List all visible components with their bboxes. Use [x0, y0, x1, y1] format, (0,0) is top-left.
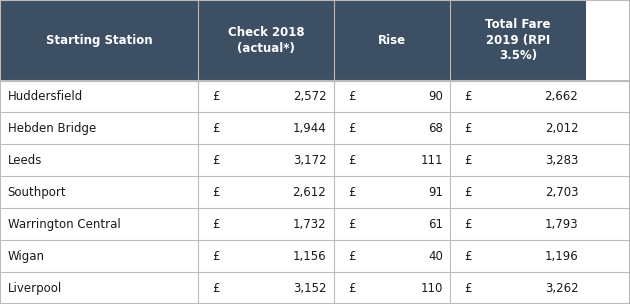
Bar: [0, 176, 198, 208]
Text: Starting Station: Starting Station: [46, 34, 152, 47]
Bar: [450, 81, 586, 112]
Bar: [0, 81, 198, 112]
Text: 3,283: 3,283: [545, 154, 578, 167]
Text: £: £: [348, 218, 355, 231]
Bar: [0, 208, 198, 240]
Bar: [198, 272, 334, 304]
Text: 91: 91: [428, 186, 443, 199]
Text: Huddersfield: Huddersfield: [8, 90, 83, 103]
Text: Liverpool: Liverpool: [8, 282, 62, 295]
Bar: [198, 0, 334, 81]
Bar: [198, 176, 334, 208]
Text: 1,196: 1,196: [544, 250, 578, 263]
Text: £: £: [348, 282, 355, 295]
Text: Wigan: Wigan: [8, 250, 45, 263]
Bar: [334, 81, 450, 112]
Text: 40: 40: [428, 250, 443, 263]
Bar: [334, 208, 450, 240]
Text: Hebden Bridge: Hebden Bridge: [8, 122, 96, 135]
Text: 68: 68: [428, 122, 443, 135]
Bar: [334, 176, 450, 208]
Text: £: £: [348, 250, 355, 263]
Bar: [450, 176, 586, 208]
Bar: [450, 112, 586, 144]
Text: £: £: [348, 186, 355, 199]
Bar: [0, 144, 198, 176]
Text: Rise: Rise: [378, 34, 406, 47]
Bar: [450, 240, 586, 272]
Text: 2,703: 2,703: [545, 186, 578, 199]
Text: 3,152: 3,152: [293, 282, 326, 295]
Text: 2,612: 2,612: [292, 186, 326, 199]
Text: 3,262: 3,262: [545, 282, 578, 295]
Text: £: £: [464, 282, 472, 295]
Text: £: £: [464, 250, 472, 263]
Bar: [198, 240, 334, 272]
Bar: [450, 0, 586, 81]
Text: £: £: [212, 218, 220, 231]
Text: £: £: [464, 154, 472, 167]
Text: 2,662: 2,662: [544, 90, 578, 103]
Text: 2,012: 2,012: [545, 122, 578, 135]
Bar: [334, 112, 450, 144]
Text: £: £: [464, 90, 472, 103]
Text: £: £: [464, 218, 472, 231]
Bar: [334, 144, 450, 176]
Bar: [0, 0, 198, 81]
Bar: [334, 272, 450, 304]
Text: £: £: [212, 154, 220, 167]
Text: £: £: [212, 122, 220, 135]
Bar: [198, 144, 334, 176]
Text: £: £: [212, 250, 220, 263]
Text: 1,156: 1,156: [293, 250, 326, 263]
Text: 1,944: 1,944: [292, 122, 326, 135]
Text: Warrington Central: Warrington Central: [8, 218, 120, 231]
Text: Total Fare
2019 (RPI
3.5%): Total Fare 2019 (RPI 3.5%): [486, 18, 551, 62]
Bar: [0, 112, 198, 144]
Bar: [198, 112, 334, 144]
Text: Leeds: Leeds: [8, 154, 42, 167]
Text: 2,572: 2,572: [293, 90, 326, 103]
Bar: [450, 272, 586, 304]
Bar: [198, 81, 334, 112]
Text: £: £: [348, 122, 355, 135]
Text: 1,732: 1,732: [293, 218, 326, 231]
Text: Southport: Southport: [8, 186, 66, 199]
Text: 1,793: 1,793: [545, 218, 578, 231]
Text: £: £: [348, 154, 355, 167]
Bar: [198, 208, 334, 240]
Bar: [450, 144, 586, 176]
Bar: [334, 0, 450, 81]
Bar: [0, 272, 198, 304]
Text: 111: 111: [420, 154, 443, 167]
Text: £: £: [464, 186, 472, 199]
Text: 110: 110: [420, 282, 443, 295]
Text: £: £: [212, 282, 220, 295]
Text: £: £: [212, 186, 220, 199]
Text: £: £: [464, 122, 472, 135]
Text: Check 2018
(actual*): Check 2018 (actual*): [228, 26, 304, 54]
Bar: [334, 240, 450, 272]
Text: 3,172: 3,172: [293, 154, 326, 167]
Bar: [0, 240, 198, 272]
Text: 90: 90: [428, 90, 443, 103]
Text: £: £: [348, 90, 355, 103]
Text: £: £: [212, 90, 220, 103]
Text: 61: 61: [428, 218, 443, 231]
Bar: [450, 208, 586, 240]
